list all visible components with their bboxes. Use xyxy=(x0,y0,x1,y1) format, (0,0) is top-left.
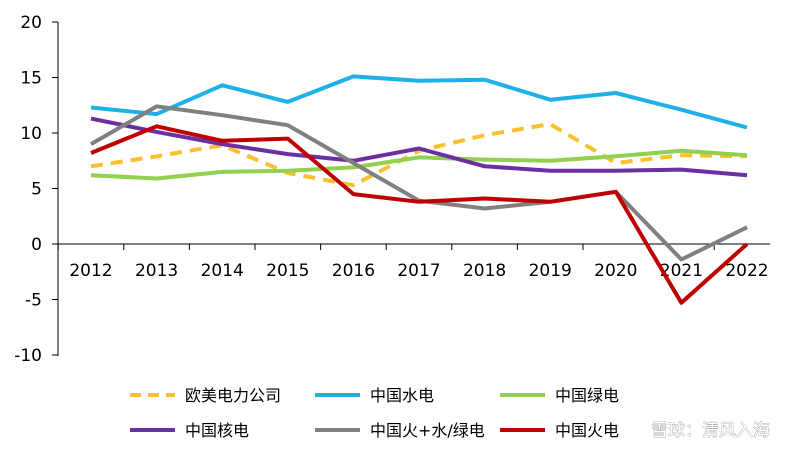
x-tick-label: 2018 xyxy=(463,261,506,281)
x-tick-label: 2022 xyxy=(725,261,768,281)
legend-label-0: 欧美电力公司 xyxy=(185,386,281,405)
x-tick-label: 2021 xyxy=(660,261,703,281)
x-tick-label: 2020 xyxy=(594,261,637,281)
series-line-5 xyxy=(90,124,749,305)
x-tick-label: 2017 xyxy=(397,261,440,281)
series-line-0 xyxy=(90,122,748,188)
legend-label-1: 中国水电 xyxy=(370,386,434,405)
legend-label-5: 中国火电 xyxy=(555,421,619,440)
chart-series xyxy=(90,74,749,305)
y-tick-label: 20 xyxy=(20,13,42,33)
y-tick-label: -10 xyxy=(14,346,42,366)
y-tick-label: 5 xyxy=(31,180,42,200)
x-tick-label: 2015 xyxy=(266,261,309,281)
series-line-1 xyxy=(90,74,748,130)
y-tick-label: 0 xyxy=(31,235,42,255)
y-tick-label: -5 xyxy=(25,291,42,311)
x-tick-label: 2014 xyxy=(201,261,244,281)
x-tick-label: 2012 xyxy=(69,261,112,281)
legend-label-4: 中国火+水/绿电 xyxy=(370,421,485,440)
legend-label-3: 中国核电 xyxy=(185,421,249,440)
series-line-3 xyxy=(90,116,748,178)
y-tick-label: 10 xyxy=(20,124,42,144)
series-line-4 xyxy=(90,104,748,262)
x-tick-label: 2013 xyxy=(135,261,178,281)
series-line-2 xyxy=(90,148,748,181)
watermark-text: 雪球：清风入海 xyxy=(651,421,770,441)
y-tick-label: 15 xyxy=(20,69,42,89)
x-tick-label: 2019 xyxy=(529,261,572,281)
legend-label-2: 中国绿电 xyxy=(555,386,619,405)
x-tick-label: 2016 xyxy=(332,261,375,281)
